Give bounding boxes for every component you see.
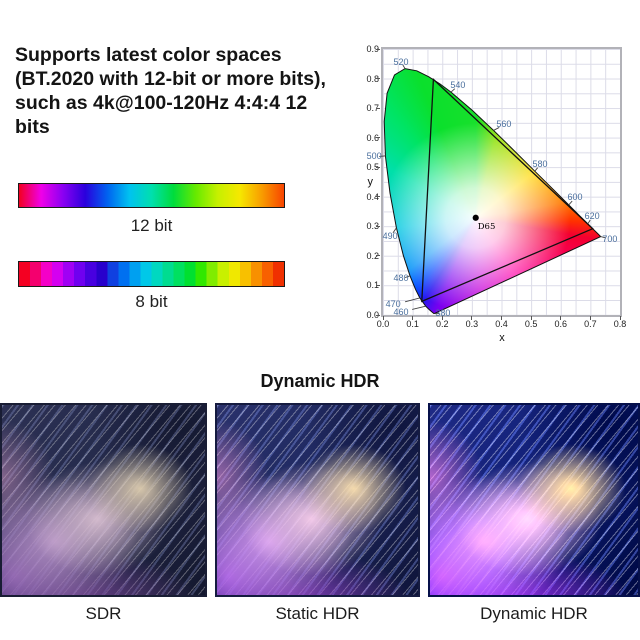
x-tick-label: 0.2	[435, 319, 449, 329]
gradient-bar-12bit	[18, 183, 285, 208]
y-tick-mark	[376, 137, 380, 139]
y-tick-mark	[376, 196, 380, 198]
y-tick-label: 0.9	[366, 44, 379, 54]
wavelength-label-580: 580	[532, 159, 548, 170]
wavelength-tick-lines	[379, 64, 606, 315]
plot-labels: x y 520 540 560 580 600 620 700 500 490 480 470 460…	[366, 44, 626, 344]
wavelength-label-620: 620	[584, 211, 600, 222]
headline-line: such as 4k@100-120Hz 4:4:4 12	[15, 92, 308, 114]
d65-white-point-dot	[472, 214, 479, 221]
y-tick-label: 0.3	[366, 221, 379, 232]
dynamic-hdr-image	[428, 403, 640, 597]
y-tick-label: 0.2	[366, 250, 379, 261]
x-tick-mark	[471, 316, 473, 320]
static-hdr-image-label: Static HDR	[275, 604, 360, 623]
wavelength-label-540: 540	[450, 80, 466, 91]
x-tick-label: 0.5	[524, 319, 538, 329]
dynamic-hdr-image-label: Dynamic HDR	[480, 604, 588, 623]
wavelength-label-480: 480	[393, 273, 409, 284]
x-tick-label: 0.3	[465, 319, 479, 329]
wavelength-label-600: 600	[567, 192, 583, 203]
headline: Supports latest color spaces (BT.2020 wi…	[15, 43, 355, 139]
x-tick-mark	[501, 316, 502, 320]
gradient-bar-8bit	[18, 261, 285, 287]
y-tick-mark	[376, 48, 380, 50]
wavelength-label-700: 700	[602, 233, 618, 244]
y-tick-mark	[376, 314, 380, 316]
x-tick-mark	[412, 316, 414, 320]
wavelength-label-490: 490	[382, 231, 398, 242]
wavelength-label-470: 470	[385, 299, 401, 310]
headline-line: bits	[15, 116, 50, 138]
gradient-bar-8bit-label: 8 bit	[135, 292, 168, 311]
y-tick-mark	[376, 78, 380, 80]
y-tick-label: 0.1	[366, 280, 379, 291]
static-hdr-image	[215, 403, 420, 597]
headline-line: Supports latest color spaces	[15, 44, 282, 66]
x-tick-mark	[589, 316, 591, 320]
wavelength-label-460: 460	[393, 306, 409, 317]
sdr-image	[0, 403, 207, 597]
x-tick-label: 0.0	[376, 319, 390, 329]
y-tick-mark	[376, 225, 380, 227]
sdr-image-label: SDR	[85, 604, 122, 623]
y-tick-mark	[376, 255, 380, 257]
y-tick-label: 0.8	[366, 73, 379, 84]
y-tick-label: 0.7	[366, 103, 379, 114]
x-tick-mark	[382, 316, 384, 320]
gradient-bar-12bit-label: 12 bit	[130, 216, 173, 235]
headline-line: (BT.2020 with 12-bit or more bits),	[15, 68, 326, 90]
x-axis-title: x	[499, 332, 505, 344]
d65-white-point-label: D65	[477, 221, 496, 232]
y-tick-label: 0.4	[366, 191, 379, 202]
x-tick-label: 0.1	[406, 319, 419, 329]
y-tick-label: 0.6	[366, 132, 379, 143]
cie-chromaticity-diagram: x y 520 540 560 580 600 620 700 500 490 480 470 460…	[366, 44, 626, 344]
y-axis-title: y	[367, 176, 374, 188]
y-tick-label: 0.0	[366, 310, 379, 320]
wavelength-label-560: 560	[496, 119, 512, 130]
x-tick-label: 0.8	[613, 319, 627, 329]
x-tick-label: 0.4	[495, 319, 508, 329]
x-tick-mark	[441, 316, 443, 320]
y-tick-mark	[376, 166, 380, 168]
y-tick-label: 0.5	[366, 162, 379, 173]
x-tick-label: 0.6	[554, 319, 567, 329]
y-tick-mark	[376, 284, 380, 286]
hdr-section-title: Dynamic HDR	[260, 371, 380, 391]
x-tick-label: 0.7	[584, 319, 597, 329]
x-tick-mark	[619, 316, 621, 320]
wavelength-label-500: 500	[366, 151, 382, 162]
bt2020-gamut-triangle	[421, 77, 594, 303]
x-tick-mark	[530, 316, 532, 320]
y-tick-mark	[376, 107, 380, 109]
wavelength-label-520: 520	[393, 56, 409, 67]
wavelength-label-380: 380	[435, 308, 451, 319]
plot-overlay	[379, 64, 606, 315]
x-tick-mark	[560, 316, 562, 320]
